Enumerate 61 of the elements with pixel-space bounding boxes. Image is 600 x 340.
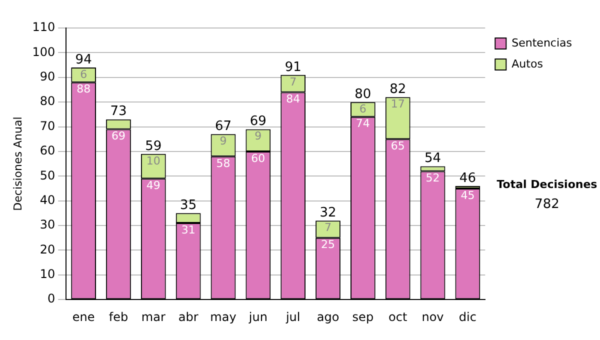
x-tick-label: ene	[72, 310, 95, 324]
total-label: 59	[145, 138, 162, 154]
y-tick-label: 10	[40, 267, 56, 282]
total-label: 82	[390, 82, 406, 98]
x-tick-label: sep	[352, 310, 374, 324]
y-tick-label: 20	[40, 242, 56, 256]
x-tick-label: abr	[178, 310, 198, 324]
total-label: 32	[320, 205, 336, 220]
text: Total Decisiones	[496, 178, 598, 191]
data-label: 84	[286, 92, 300, 106]
data-label: 58	[216, 156, 230, 170]
data-label: 10	[146, 154, 160, 168]
data-label: 7	[324, 220, 332, 234]
y-tick-label: 60	[40, 144, 56, 158]
y-tick-label: 50	[40, 168, 56, 182]
y-tick-label: 90	[40, 70, 56, 84]
total-label: 73	[110, 104, 127, 120]
x-tick-label: jun	[248, 310, 268, 324]
total-label: 46	[459, 170, 476, 186]
y-tick-label: 40	[40, 192, 56, 207]
data-label: 31	[181, 223, 196, 236]
data-label: 17	[390, 97, 405, 110]
data-label: 25	[321, 238, 336, 252]
x-tick-label: mar	[141, 310, 166, 324]
data-label: 7	[290, 75, 297, 88]
data-label: 52	[426, 172, 440, 185]
data-label: 9	[254, 130, 262, 143]
data-label: 49	[146, 178, 160, 192]
y-tick-label: 70	[40, 118, 56, 133]
data-label: 6	[359, 102, 366, 116]
data-label: 69	[111, 130, 126, 143]
total-label: 69	[250, 114, 266, 130]
total-label: 35	[180, 198, 197, 214]
data-label: 9	[220, 134, 227, 148]
legend-label: Autos	[512, 57, 544, 70]
x-tick-label: may	[210, 310, 236, 324]
data-label: 74	[356, 117, 370, 130]
data-label: 65	[390, 139, 405, 152]
y-tick-label: 100	[32, 44, 56, 59]
data-label: 6	[80, 68, 88, 81]
y-tick-label: 80	[40, 94, 56, 108]
total-label: 54	[424, 151, 442, 166]
x-tick-label: nov	[422, 310, 444, 324]
total-label: 80	[354, 86, 372, 102]
x-tick-label: jul	[284, 310, 300, 324]
y-tick-label: 0	[47, 292, 56, 306]
y-axis-title: Decisiones Anual	[11, 116, 24, 211]
x-tick-label: oct	[388, 310, 408, 324]
y-tick-label: 110	[32, 20, 56, 34]
total-label: 67	[214, 119, 232, 134]
data-label: 88	[76, 82, 91, 96]
total-label: 94	[75, 52, 92, 68]
y-tick-label: 30	[40, 218, 56, 232]
legend-label: Sentencias	[512, 36, 572, 50]
total-label: 91	[284, 60, 302, 75]
data-label: 45	[460, 188, 475, 202]
x-tick-label: ago	[316, 310, 340, 324]
x-tick-label: dic	[458, 310, 476, 324]
text: 782	[534, 197, 560, 212]
data-label: 60	[251, 152, 266, 165]
x-tick-label: feb	[108, 310, 128, 324]
